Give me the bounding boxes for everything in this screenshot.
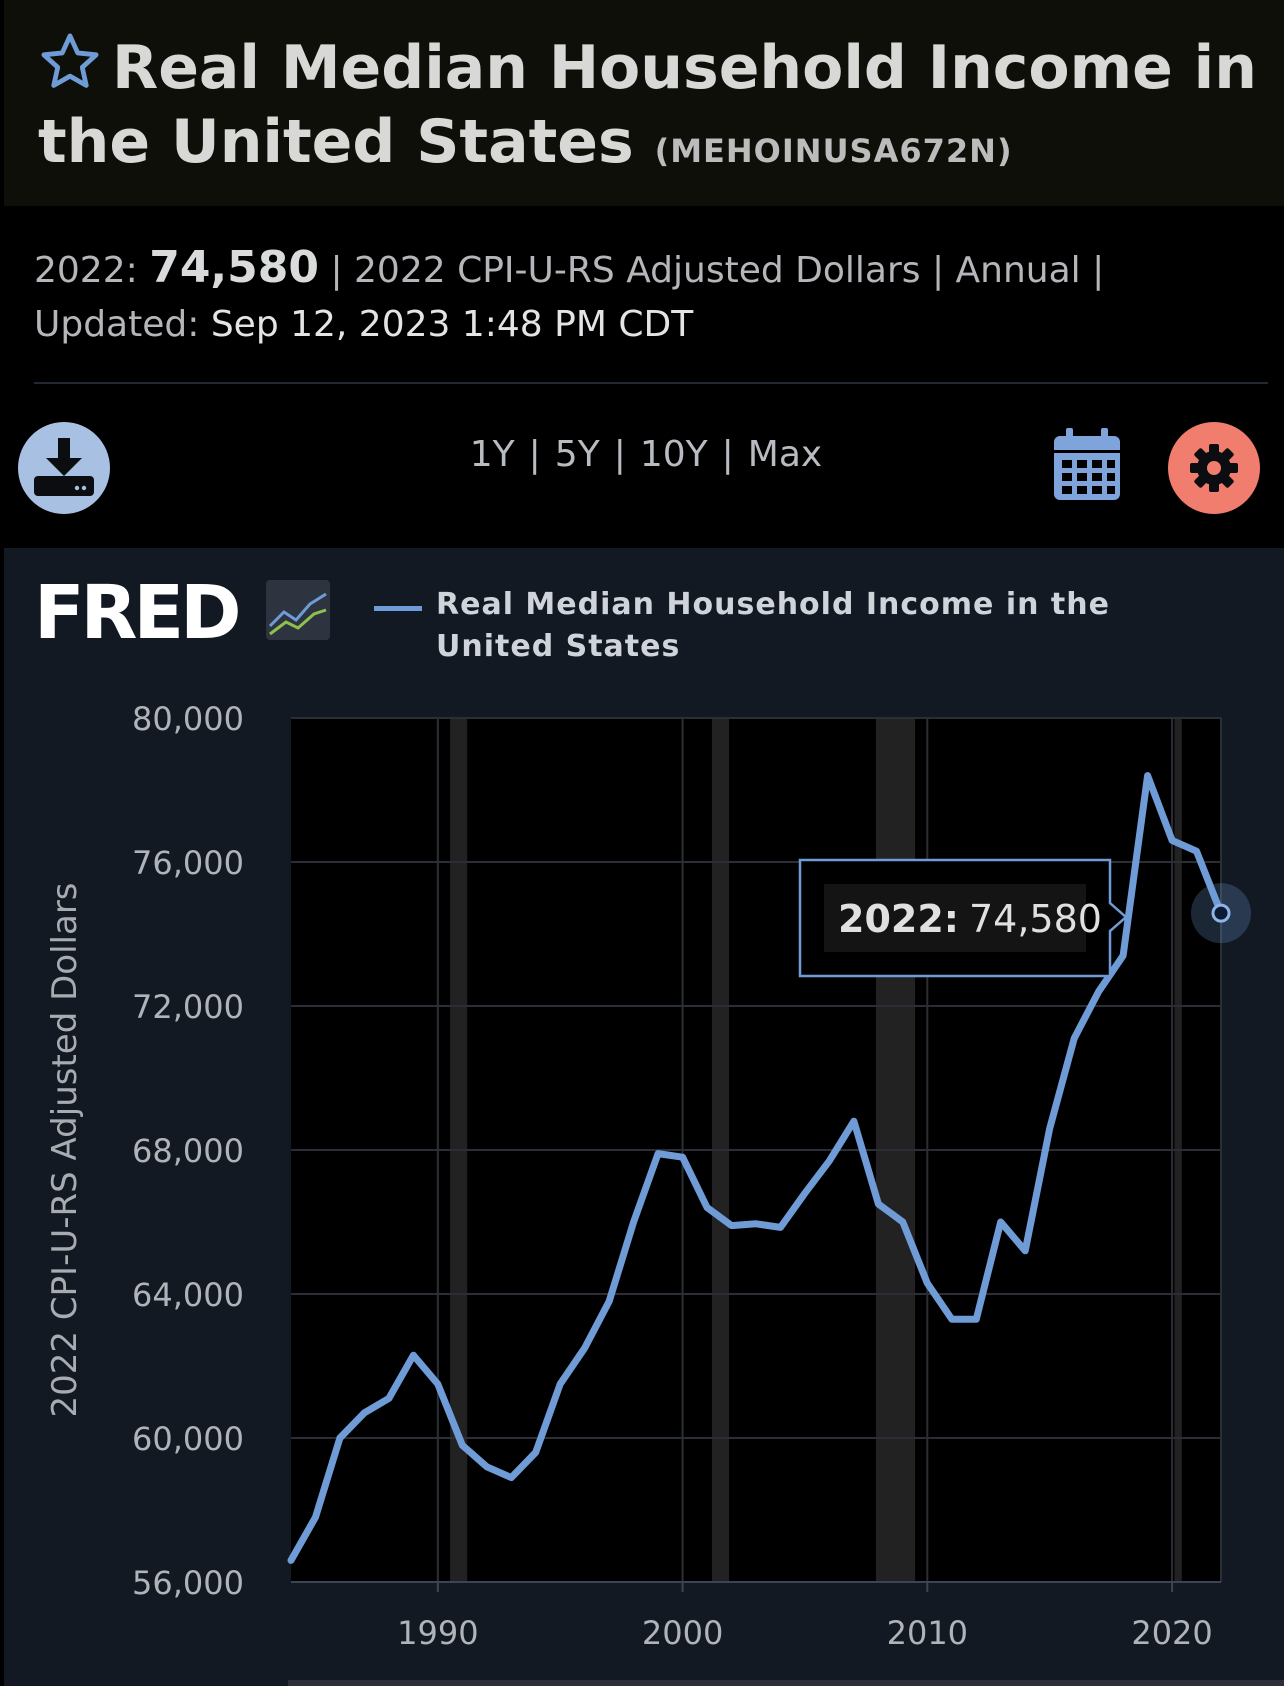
- y-tick-label: 60,000: [132, 1420, 244, 1458]
- updated-line: Updated: Sep 12, 2023 1:48 PM CDT: [34, 304, 693, 345]
- range-separator: |: [613, 434, 626, 475]
- title-text: Real Median Household Income in the Unit…: [38, 33, 1257, 177]
- highlight-point[interactable]: [1211, 903, 1231, 923]
- y-tick-label: 68,000: [132, 1132, 244, 1170]
- download-icon: [34, 438, 94, 496]
- range-separator: |: [528, 434, 541, 475]
- x-tick-label: 2020: [1131, 1614, 1212, 1652]
- fred-logo[interactable]: FRED: [34, 570, 334, 656]
- fred-logo-text: FRED: [34, 576, 238, 646]
- series-line[interactable]: [287, 772, 1225, 1564]
- range-slider[interactable]: [288, 1680, 1284, 1686]
- y-tick-label: 64,000: [132, 1276, 244, 1314]
- line-chart[interactable]: 56,000 60,000 64,000 68,000 72,000 76,000 80,0…: [4, 548, 1284, 1686]
- x-tick-label: 2010: [887, 1614, 968, 1652]
- tooltip-value: 74,580: [969, 897, 1102, 941]
- tooltip-inner: [824, 884, 1086, 952]
- download-button[interactable]: [18, 422, 110, 514]
- tooltip-label: 2022:: [838, 897, 959, 941]
- star-icon[interactable]: [38, 30, 102, 94]
- tooltip: 2022: 74,580: [798, 858, 1128, 978]
- updated-value: Sep 12, 2023 1:48 PM CDT: [210, 304, 694, 345]
- range-1y[interactable]: 1Y: [469, 434, 515, 475]
- x-tick-label: 1990: [397, 1614, 478, 1652]
- legend-swatch: [374, 606, 422, 611]
- divider: [34, 382, 1268, 384]
- range-max[interactable]: Max: [747, 434, 823, 475]
- y-tick-label: 76,000: [132, 844, 244, 882]
- gear-icon: [1190, 444, 1238, 492]
- y-tick-label: 80,000: [132, 700, 244, 738]
- y-tick-label: 72,000: [132, 988, 244, 1026]
- tooltip-text: 2022: 74,580: [838, 897, 1102, 941]
- calendar-icon[interactable]: [1052, 428, 1122, 502]
- title-bar: Real Median Household Income in the Unit…: [4, 0, 1284, 206]
- y-axis-label: 2022 CPI-U-RS Adjusted Dollars: [45, 882, 85, 1417]
- latest-observation: 2022: 74,580 | 2022 CPI-U-RS Adjusted Do…: [34, 242, 1104, 293]
- units-frequency: | 2022 CPI-U-RS Adjusted Dollars | Annua…: [330, 250, 1105, 291]
- range-separator: |: [721, 434, 734, 475]
- date-range-selector: 1Y | 5Y | 10Y | Max: [4, 434, 1284, 475]
- updated-label: Updated:: [34, 304, 200, 345]
- settings-button[interactable]: [1168, 422, 1260, 514]
- page-title: Real Median Household Income in the Unit…: [38, 30, 1268, 188]
- y-tick-label: 56,000: [132, 1564, 244, 1602]
- latest-label: 2022:: [34, 250, 138, 291]
- chart-panel: FRED Real Median Household Income in the…: [4, 548, 1284, 1686]
- legend-label[interactable]: Real Median Household Income in the Unit…: [436, 587, 1110, 664]
- range-5y[interactable]: 5Y: [554, 434, 600, 475]
- series-id: (MEHOINUSA672N): [654, 132, 1013, 170]
- latest-value: 74,580: [149, 242, 319, 293]
- x-tick-label: 2000: [642, 1614, 723, 1652]
- info-bar: 2022: 74,580 | 2022 CPI-U-RS Adjusted Do…: [4, 206, 1284, 548]
- range-10y[interactable]: 10Y: [639, 434, 708, 475]
